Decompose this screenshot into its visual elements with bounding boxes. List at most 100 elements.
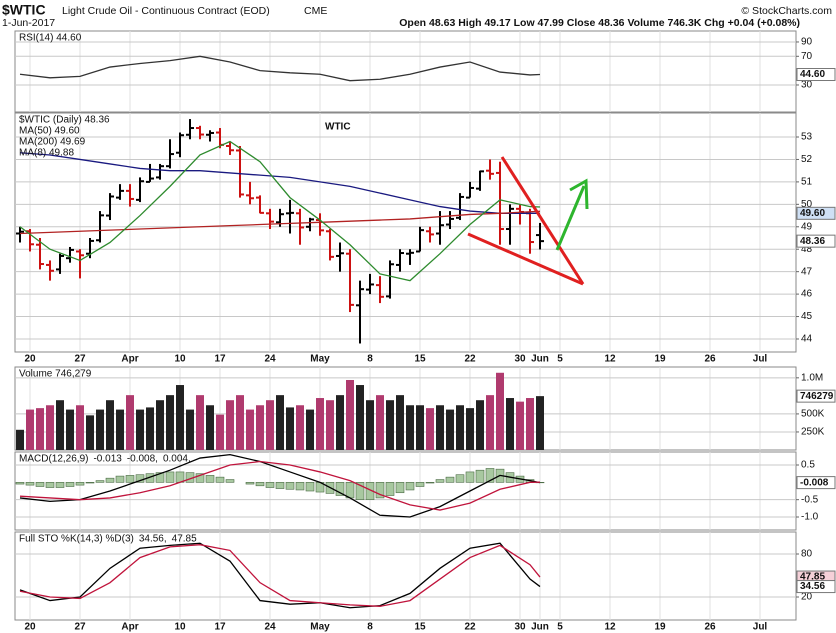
histogram-bar: [445, 476, 455, 483]
histogram-bar: [15, 482, 25, 485]
histogram-bar: [125, 475, 135, 483]
annotation: WTIC: [325, 122, 351, 133]
legend-entry: -0.008,: [127, 454, 158, 465]
x-tick-label: 30: [514, 354, 526, 365]
y-tick-label: -0.5: [801, 494, 819, 505]
x-tick-label: 8: [367, 622, 373, 633]
volume-bar: [316, 398, 324, 450]
x-tick-label: 26: [704, 622, 716, 633]
y-tick-label: 46: [801, 289, 813, 300]
histogram-bar: [45, 482, 55, 488]
panel-frame: [14, 366, 797, 451]
histogram-bar: [115, 475, 125, 483]
histogram-bar: [415, 482, 425, 487]
volume-bar: [126, 395, 134, 450]
series-line: [19, 55, 541, 82]
quote: Open 48.63 High 49.17 Low 47.99 Close 48…: [399, 17, 800, 29]
histogram-bar: [155, 472, 165, 483]
x-tick-label: 19: [654, 622, 666, 633]
panel-frame: [14, 30, 797, 113]
x-tick-label: 10: [174, 622, 186, 633]
volume-bar: [96, 409, 104, 450]
value-marker-box: [796, 476, 836, 490]
value-marker-label: -0.008: [800, 477, 829, 488]
volume-bar: [386, 400, 394, 450]
value-marker-label: 49.60: [800, 208, 825, 219]
volume-bar: [166, 395, 174, 450]
histogram-bar: [345, 482, 355, 499]
volume-bar: [196, 395, 204, 450]
histogram-bar: [385, 482, 395, 496]
symbol: $WTIC: [2, 2, 46, 18]
volume-bar: [276, 395, 284, 450]
panel-title: Volume 746,279: [19, 369, 92, 380]
value-marker-label: 44.60: [800, 69, 825, 80]
x-tick-label: Apr: [121, 622, 138, 633]
histogram-bar: [195, 473, 205, 483]
volume-bar: [56, 400, 64, 450]
histogram-bar: [335, 482, 345, 496]
y-tick-label: 80: [801, 549, 813, 560]
volume-bar: [36, 408, 44, 450]
value-marker-box: [796, 389, 836, 403]
value-marker-box: [796, 68, 836, 82]
volume-bar: [26, 409, 34, 450]
y-tick-label: 500K: [801, 409, 825, 420]
x-tick-label: 15: [414, 354, 426, 365]
histogram-bar: [165, 471, 175, 483]
panel-frame: [14, 531, 797, 621]
plot-area: 20 27 Apr 10 17 24 May 8 15 22 30 Jun 5 12 19 26 Jul 20 27…: [14, 30, 836, 633]
y-tick-label: 70: [801, 51, 813, 62]
histogram-bar: [395, 482, 405, 494]
legend-entry: 0.004,: [163, 454, 191, 465]
volume-bar: [486, 395, 494, 450]
y-tick-label: 52: [801, 154, 813, 165]
x-tick-label: 5: [557, 622, 563, 633]
volume-bar: [416, 405, 424, 450]
volume-bar: [366, 400, 374, 450]
volume-bar: [306, 409, 314, 450]
x-tick-label: Jul: [753, 622, 768, 633]
histogram-bar: [465, 471, 475, 483]
x-tick-label: May: [310, 622, 330, 633]
series-line: [19, 460, 541, 511]
histogram-bar: [225, 479, 235, 483]
volume-bar: [446, 409, 454, 450]
volume-bar: [186, 409, 194, 450]
value-marker-box: [796, 580, 836, 594]
y-tick-label: 20: [801, 592, 813, 603]
volume-bar: [246, 409, 254, 450]
volume-bar: [296, 405, 304, 450]
y-tick-label: 51: [801, 177, 813, 188]
histogram-bar: [285, 482, 295, 490]
histogram-bar: [475, 469, 485, 483]
histogram-bar: [245, 482, 255, 485]
volume-bar: [346, 379, 354, 450]
x-tick-label: 24: [264, 622, 276, 633]
histogram-bar: [255, 482, 265, 487]
volume-bar: [156, 400, 164, 450]
y-tick-label: 90: [801, 37, 813, 48]
x-tick-label: 27: [74, 354, 86, 365]
value-marker-label: 47.85: [800, 572, 825, 583]
arrow-head: [569, 178, 589, 210]
x-tick-label: 5: [557, 354, 563, 365]
y-tick-label: 1.0M: [801, 372, 823, 383]
drawn-annotations: [467, 156, 589, 286]
x-tick-label: Jul: [753, 354, 768, 365]
value-marker-box: [796, 206, 836, 220]
x-tick-label: 15: [414, 622, 426, 633]
volume-bar: [396, 395, 404, 450]
volume-bar: [206, 405, 214, 450]
histogram-bar: [35, 482, 45, 487]
histogram-bar: [405, 482, 415, 491]
x-tick-label: 26: [704, 354, 716, 365]
volume-bar: [256, 405, 264, 450]
x-tick-label: 19: [654, 354, 666, 365]
x-tick-label: 12: [604, 622, 616, 633]
value-marker-label: 34.56: [800, 581, 825, 592]
x-tick-label: 20: [24, 354, 36, 365]
histogram-bar: [135, 474, 145, 483]
volume-bar: [466, 408, 474, 450]
volume-bar: [376, 395, 384, 450]
